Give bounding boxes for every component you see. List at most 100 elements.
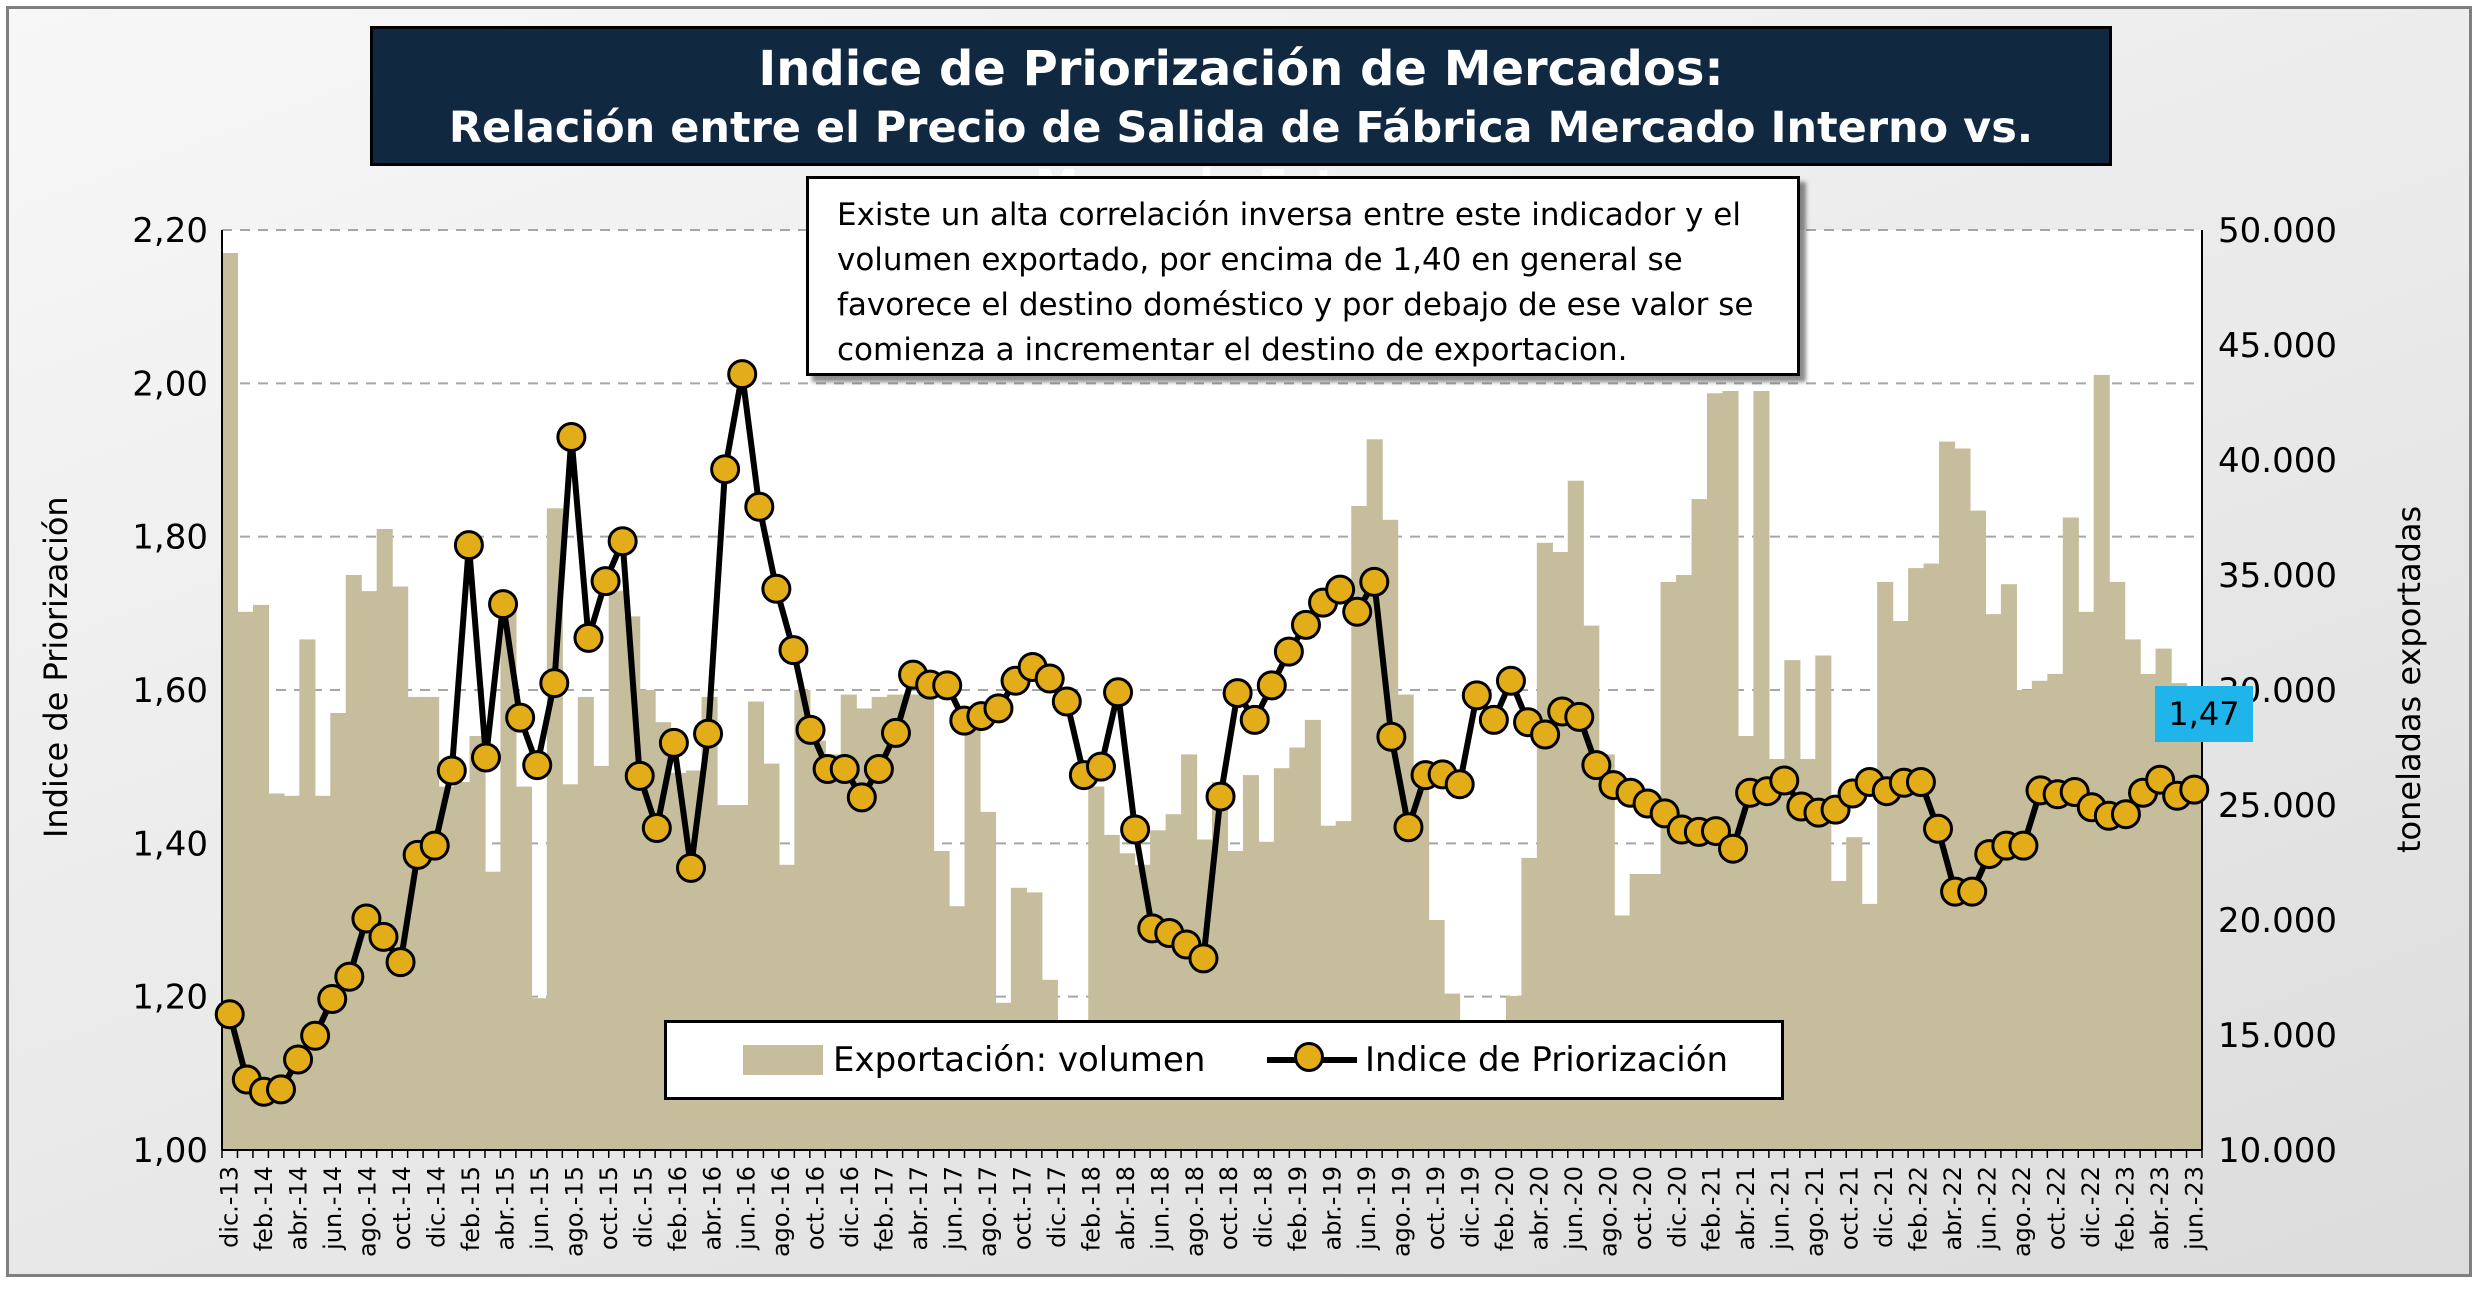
x-tick-label: ago.-15 bbox=[560, 1166, 588, 1257]
volume-bar bbox=[1351, 506, 1368, 1150]
volume-bar bbox=[454, 782, 471, 1150]
index-marker bbox=[607, 526, 638, 557]
volume-bar bbox=[1258, 841, 1275, 1150]
volume-bar bbox=[392, 586, 409, 1150]
index-marker bbox=[1051, 686, 1082, 717]
index-marker bbox=[880, 717, 911, 748]
index-marker bbox=[317, 983, 348, 1014]
volume-bar bbox=[933, 851, 950, 1150]
x-tick-label: feb.-21 bbox=[1698, 1166, 1726, 1251]
y-axis-left-title: Indice de Priorización bbox=[37, 496, 75, 838]
y-left-tick-label: 2,20 bbox=[132, 211, 208, 251]
y-left-tick-label: 1,20 bbox=[132, 978, 208, 1018]
volume-bar bbox=[376, 529, 393, 1150]
x-tick-label: oct.-21 bbox=[1836, 1166, 1864, 1250]
x-tick-label: dic.-18 bbox=[1250, 1166, 1278, 1248]
x-tick-label: ago.-21 bbox=[1801, 1166, 1829, 1257]
index-marker bbox=[214, 999, 245, 1030]
index-marker bbox=[2179, 774, 2210, 805]
annotation-text: Existe un alta correlación inversa entre… bbox=[837, 197, 1754, 368]
x-tick-label: abr.-20 bbox=[1525, 1166, 1553, 1250]
volume-bar bbox=[1939, 441, 1956, 1151]
volume-bar bbox=[2186, 713, 2203, 1150]
volume-bar bbox=[1861, 903, 1878, 1150]
y-right-tick-label: 15.000 bbox=[2218, 1016, 2337, 1056]
legend-item-volume: Exportación: volumen bbox=[743, 1023, 1205, 1097]
volume-bar bbox=[1119, 853, 1136, 1150]
index-marker bbox=[863, 753, 894, 784]
index-marker bbox=[1342, 596, 1373, 627]
index-marker bbox=[590, 566, 621, 597]
index-marker bbox=[1205, 781, 1236, 812]
volume-bar bbox=[407, 696, 424, 1150]
legend: Exportación: volumen Indice de Priorizac… bbox=[664, 1020, 1784, 1100]
index-marker bbox=[1034, 663, 1065, 694]
index-marker bbox=[556, 422, 587, 452]
x-tick-label: jun.-20 bbox=[1560, 1166, 1588, 1251]
x-tick-label: abr.-23 bbox=[2146, 1166, 2174, 1250]
x-tick-label: dic.-15 bbox=[629, 1166, 657, 1248]
chart-title-box: Indice de Priorización de Mercados: Rela… bbox=[370, 26, 2112, 211]
index-marker bbox=[1222, 678, 1253, 709]
legend-label-index: Indice de Priorización bbox=[1365, 1040, 1729, 1080]
x-tick-label: ago.-18 bbox=[1181, 1166, 1209, 1257]
volume-bar bbox=[222, 253, 239, 1150]
index-marker bbox=[283, 1044, 314, 1075]
volume-bar bbox=[1645, 874, 1662, 1150]
x-tick-label: oct.-15 bbox=[595, 1166, 623, 1250]
x-tick-label: jun.-16 bbox=[733, 1166, 761, 1251]
x-tick-label: jun.-23 bbox=[2180, 1166, 2208, 1251]
index-marker bbox=[1273, 636, 1304, 667]
volume-bar bbox=[1010, 887, 1027, 1150]
volume-bar bbox=[608, 591, 625, 1150]
index-marker bbox=[1905, 767, 1936, 797]
tick-labels: 1,00 1,20 1,40 1,60 1,80 2,00 2,20 10.000 15.000… bbox=[132, 211, 2337, 1257]
annotation-box: Existe un alta correlación inversa entre… bbox=[806, 176, 1800, 376]
x-tick-label: jun.-18 bbox=[1146, 1166, 1174, 1251]
y-left-tick-label: 2,00 bbox=[132, 364, 208, 404]
volume-bar bbox=[2078, 611, 2095, 1150]
volume-bar bbox=[2124, 639, 2141, 1150]
volume-bar bbox=[1676, 575, 1693, 1150]
volume-bar bbox=[639, 690, 656, 1150]
index-marker bbox=[932, 670, 963, 701]
index-marker bbox=[419, 830, 450, 861]
index-marker bbox=[2110, 799, 2141, 830]
index-marker bbox=[436, 755, 467, 786]
volume-bar bbox=[2109, 581, 2126, 1150]
y-left-tick-label: 1,00 bbox=[132, 1131, 208, 1171]
volume-bar bbox=[1707, 393, 1724, 1150]
volume-bar bbox=[268, 793, 285, 1150]
x-tick-label: jun.-14 bbox=[319, 1166, 347, 1251]
index-marker bbox=[1085, 751, 1116, 782]
volume-bar bbox=[1799, 759, 1816, 1150]
volume-bar bbox=[1985, 614, 2002, 1150]
volume-bar bbox=[1877, 581, 1894, 1150]
x-tick-label: dic.-16 bbox=[836, 1166, 864, 1248]
volume-bar bbox=[2062, 517, 2079, 1150]
y-right-tick-label: 50.000 bbox=[2218, 211, 2337, 251]
index-marker bbox=[675, 852, 706, 883]
legend-label-volume: Exportación: volumen bbox=[833, 1040, 1206, 1080]
x-tick-label: oct.-18 bbox=[1215, 1166, 1243, 1250]
volume-bar bbox=[423, 696, 440, 1150]
index-marker bbox=[1290, 609, 1321, 640]
volume-bar bbox=[1103, 834, 1120, 1150]
index-marker bbox=[265, 1074, 296, 1105]
index-marker bbox=[1923, 813, 1954, 844]
index-marker bbox=[573, 622, 604, 653]
index-marker bbox=[983, 693, 1014, 724]
x-tick-label: abr.-22 bbox=[1939, 1166, 1967, 1250]
volume-bar bbox=[1536, 542, 1553, 1150]
volume-bar bbox=[345, 575, 362, 1150]
x-tick-label: jun.-22 bbox=[1973, 1166, 2001, 1251]
chart-title: Indice de Priorización de Mercados: bbox=[758, 41, 1724, 97]
index-marker bbox=[1530, 719, 1561, 750]
index-marker bbox=[505, 702, 536, 733]
y-left-tick-label: 1,80 bbox=[132, 518, 208, 558]
index-marker bbox=[1256, 670, 1287, 701]
index-marker bbox=[1769, 765, 1800, 796]
index-marker bbox=[368, 921, 399, 952]
y-right-tick-label: 20.000 bbox=[2218, 901, 2337, 941]
index-marker bbox=[1700, 816, 1731, 847]
